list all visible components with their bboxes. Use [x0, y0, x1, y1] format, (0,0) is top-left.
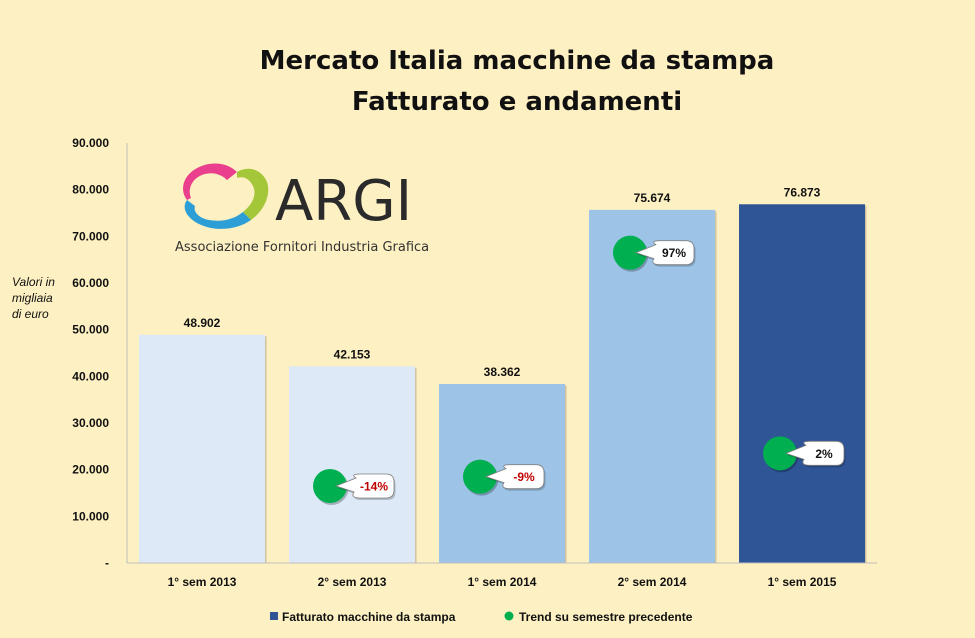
logo-name: ARGI — [275, 169, 412, 234]
y-tick-label: 40.000 — [72, 369, 109, 383]
y-axis-label-line: di euro — [12, 307, 49, 321]
logo-mark-icon — [183, 163, 269, 229]
argi-logo: ARGI Associazione Fornitori Industria Gr… — [175, 163, 429, 255]
bar-value-label: 76.873 — [784, 185, 821, 199]
legend-swatch-trend — [504, 611, 514, 621]
bar — [589, 209, 715, 563]
logo-subtitle: Associazione Fornitori Industria Grafica — [175, 240, 429, 255]
legend-label-revenue: Fatturato macchine da stampa — [282, 610, 456, 624]
bar — [289, 366, 415, 563]
y-tick-label: 60.000 — [72, 276, 109, 290]
legend: Fatturato macchine da stampa Trend su se… — [270, 610, 693, 624]
legend-swatch-revenue — [270, 612, 278, 620]
y-axis-label-line: Valori in — [12, 275, 55, 289]
y-tick-label: - — [105, 556, 109, 570]
trend-callout — [784, 440, 845, 466]
trend-label: 97% — [662, 246, 686, 260]
trend-label: 2% — [815, 447, 833, 461]
trend-markers: -14% -9% 97% 2% — [313, 235, 846, 505]
y-tick-label: 70.000 — [72, 229, 109, 243]
chart-subtitle: Fatturato e andamenti — [352, 87, 682, 117]
y-tick-label: 10.000 — [72, 509, 109, 523]
y-axis-label: Valori in migliaia di euro — [12, 275, 55, 321]
x-tick-label: 1° sem 2013 — [168, 575, 237, 589]
bar-value-label: 48.902 — [184, 316, 221, 330]
trend-label: -14% — [360, 480, 388, 494]
bar-value-label: 38.362 — [484, 365, 521, 379]
bar — [739, 204, 865, 563]
y-axis: - 10.000 20.000 30.000 40.000 50.000 60.000 70.… — [72, 136, 109, 570]
y-axis-label-line: migliaia — [12, 291, 53, 305]
trend-callout — [634, 240, 695, 266]
x-tick-label: 1° sem 2015 — [768, 575, 837, 589]
trend-marker — [313, 469, 347, 503]
y-tick-label: 20.000 — [72, 463, 109, 477]
x-axis: 1° sem 2013 2° sem 2013 1° sem 2014 2° sem … — [168, 575, 837, 589]
trend-marker — [763, 436, 797, 471]
trend-point: -9% — [463, 459, 546, 496]
trend-point: 97% — [613, 235, 696, 272]
trend-callout — [484, 464, 545, 490]
legend-label-trend: Trend su semestre precedente — [519, 610, 693, 624]
bar — [139, 334, 265, 563]
bars: 48.902 42.153 38.362 75.674 76.873 — [139, 185, 867, 563]
y-tick-label: 90.000 — [72, 136, 109, 150]
chart-title: Mercato Italia macchine da stampa — [260, 46, 775, 76]
trend-marker — [463, 459, 497, 494]
trend-callout — [334, 473, 395, 499]
y-tick-label: 50.000 — [72, 323, 109, 337]
x-tick-label: 1° sem 2014 — [468, 575, 537, 589]
trend-point: -14% — [313, 469, 396, 505]
bar-value-label: 75.674 — [634, 191, 671, 205]
y-tick-label: 80.000 — [72, 183, 109, 197]
x-tick-label: 2° sem 2014 — [618, 575, 687, 589]
y-tick-label: 30.000 — [72, 416, 109, 430]
trend-point: 2% — [763, 436, 846, 473]
trend-label: -9% — [513, 470, 535, 484]
bar-value-label: 42.153 — [334, 347, 371, 361]
x-tick-label: 2° sem 2013 — [318, 575, 387, 589]
trend-marker — [613, 235, 647, 270]
